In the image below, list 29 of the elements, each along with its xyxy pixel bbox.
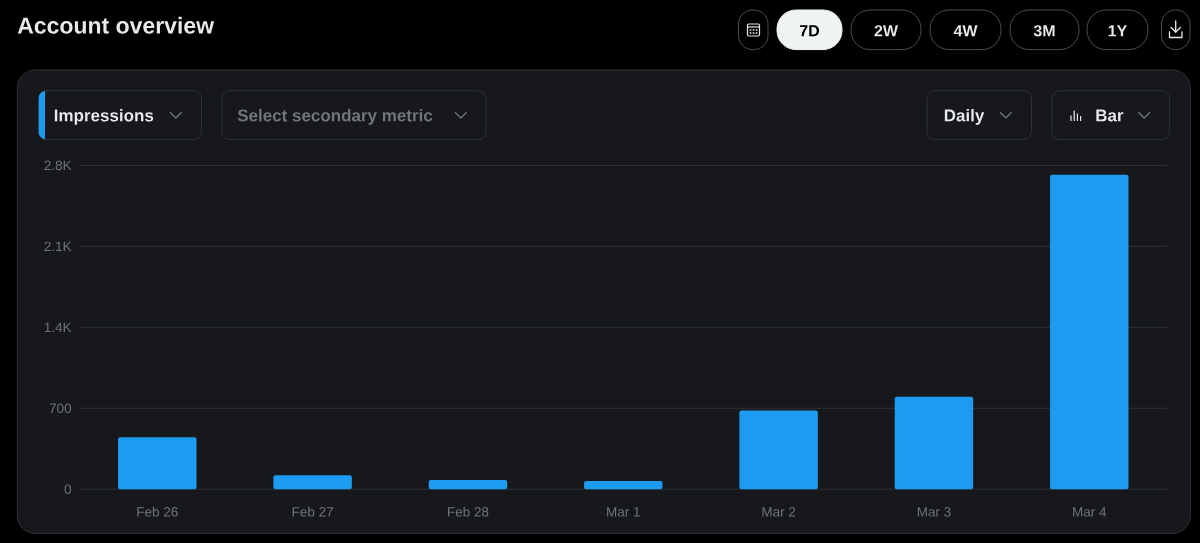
x-tick-label: Mar 1: [607, 507, 640, 517]
text: Bar: [1096, 109, 1124, 122]
y-tick-label: 700: [49, 403, 72, 414]
y-tick-label: 1.4K: [44, 322, 72, 332]
x-tick-label: Feb 27: [292, 506, 333, 517]
text: Impressions: [54, 108, 154, 125]
bar: [584, 481, 663, 490]
text: 4W: [953, 25, 978, 37]
text: 7D: [799, 25, 820, 37]
bar: [273, 475, 352, 490]
y-tick-label: 2.8K: [44, 160, 72, 171]
bar: [894, 396, 974, 490]
text: Select secondary metric: [237, 108, 433, 125]
bar: [1050, 174, 1129, 490]
text: 3M: [1033, 25, 1055, 37]
x-tick-label: Feb 28: [448, 506, 489, 517]
chart-title: Account overview: [17, 16, 215, 34]
bar: [739, 410, 818, 490]
x-tick-label: Mar 4: [1073, 507, 1107, 517]
bar: [118, 437, 197, 490]
y-tick-label: 2.1K: [44, 241, 72, 252]
x-tick-label: Feb 26: [137, 506, 178, 517]
y-tick-label: 0: [64, 484, 72, 494]
text: Daily: [944, 108, 985, 125]
text: 1Y: [1108, 25, 1128, 37]
text: 2W: [874, 25, 898, 37]
x-tick-label: Mar 2: [762, 507, 796, 517]
x-tick-label: Mar 3: [917, 507, 951, 517]
bar: [428, 479, 508, 490]
